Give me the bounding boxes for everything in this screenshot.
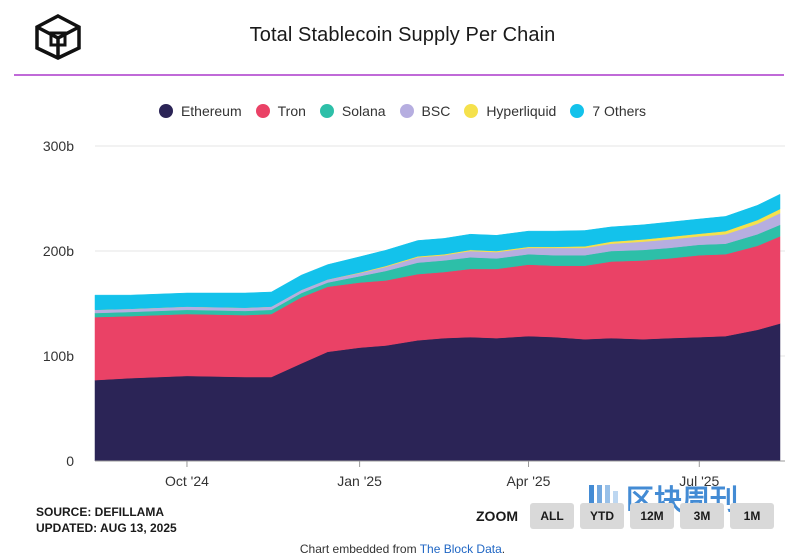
x-tick-label: Jul '25: [679, 473, 719, 489]
legend-label: Ethereum: [180, 103, 242, 119]
zoom-all-button[interactable]: ALL: [530, 503, 574, 529]
legend-swatch: [399, 104, 414, 118]
the-block-data-link[interactable]: The Block Data: [419, 542, 502, 556]
the-block-logo-icon: [35, 14, 81, 60]
chart-legend: Ethereum Tron Solana BSC Hyperliquid 7 Others: [0, 103, 805, 119]
legend-label: 7 Others: [592, 103, 647, 119]
updated-text: UPDATED: AUG 13, 2025: [36, 521, 177, 535]
legend-swatch: [255, 104, 270, 118]
legend-label: Tron: [277, 103, 306, 119]
legend-label: Hyperliquid: [486, 103, 557, 119]
x-tick-label: Apr '25: [507, 473, 551, 489]
zoom-1m-button[interactable]: 1M: [730, 503, 774, 529]
zoom-label: ZOOM: [476, 508, 518, 524]
source-text: SOURCE: DEFILLAMA: [36, 505, 164, 519]
zoom-ytd-button[interactable]: YTD: [580, 503, 624, 529]
legend-item[interactable]: BSC: [399, 103, 451, 119]
legend-item[interactable]: Tron: [255, 103, 306, 119]
y-tick-label: 200b: [43, 243, 74, 259]
watermark-logo-icon: [589, 485, 618, 511]
legend-item[interactable]: 7 Others: [570, 103, 646, 119]
x-tick-label: Jan '25: [337, 473, 382, 489]
y-tick-label: 300b: [43, 138, 74, 154]
zoom-controls: ZOOM ALL YTD 12M 3M 1M: [476, 503, 774, 529]
embed-note: Chart embedded from The Block Data.: [0, 542, 805, 556]
legend-swatch: [319, 104, 334, 118]
page-title: Total Stablecoin Supply Per Chain: [249, 24, 556, 46]
x-tick-label: Oct '24: [165, 473, 209, 489]
header: Total Stablecoin Supply Per Chain: [0, 0, 805, 76]
area-7-others: [94, 193, 781, 311]
legend-swatch: [158, 104, 173, 118]
source-info: SOURCE: DEFILLAMA UPDATED: AUG 13, 2025: [36, 504, 177, 536]
zoom-12m-button[interactable]: 12M: [630, 503, 674, 529]
embed-prefix: Chart embedded from: [299, 542, 420, 556]
header-divider: [14, 74, 784, 76]
legend-item[interactable]: Ethereum: [158, 103, 242, 119]
zoom-3m-button[interactable]: 3M: [680, 503, 724, 529]
y-tick-label: 100b: [43, 348, 74, 364]
embed-suffix: .: [501, 542, 506, 556]
legend-label: BSC: [421, 103, 451, 119]
legend-swatch: [570, 104, 585, 118]
legend-label: Solana: [341, 103, 386, 119]
y-tick-label: 0: [66, 453, 74, 469]
stacked-area-chart: 0 100b 200b 300b Oct '24 Jan '25 Apr '25 Jul '2…: [43, 138, 785, 489]
legend-item[interactable]: Solana: [319, 103, 386, 119]
legend-item[interactable]: Hyperliquid: [464, 103, 556, 119]
legend-swatch: [464, 104, 479, 118]
